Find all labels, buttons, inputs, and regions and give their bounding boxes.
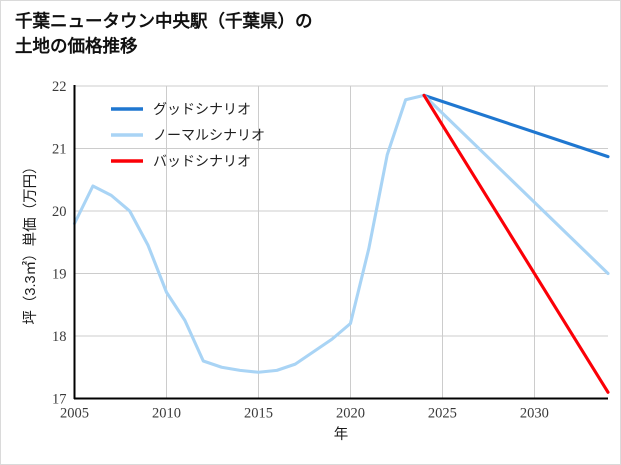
legend-label: ノーマルシナリオ — [153, 127, 265, 143]
x-tick-label: 2005 — [60, 406, 89, 422]
page-title: 千葉ニュータウン中央駅（千葉県）の 土地の価格推移 — [15, 11, 313, 56]
y-tick-label: 19 — [52, 267, 67, 283]
y-tick-label: 22 — [52, 79, 67, 95]
y-tick-label: 20 — [52, 204, 67, 220]
axis-spines — [73, 85, 608, 400]
legend-label: バッドシナリオ — [153, 153, 251, 169]
y-axis-tick-labels: 17 18 19 20 21 22 — [52, 79, 67, 408]
x-tick-label: 2015 — [244, 406, 273, 422]
y-tick-label: 21 — [52, 142, 67, 158]
legend-label: グッドシナリオ — [153, 101, 251, 117]
series-line-normal — [422, 93, 610, 276]
x-tick-label: 2020 — [336, 406, 365, 422]
y-tick-label: 17 — [52, 392, 67, 408]
x-axis-tick-labels: 2005 2010 2015 2020 2025 2030 — [60, 406, 549, 422]
x-tick-label: 2030 — [520, 406, 549, 422]
y-tick-label: 18 — [52, 329, 67, 345]
series-line-normal — [72, 93, 426, 374]
x-tick-label: 2025 — [428, 406, 457, 422]
y-axis-title: 坪（3.3㎡）単価（万円） — [22, 159, 39, 324]
x-tick-label: 2010 — [152, 406, 181, 422]
x-axis-title: 年 — [334, 426, 349, 443]
series-line-bad — [422, 93, 610, 394]
series-line-good — [422, 93, 610, 159]
series-layer — [72, 93, 610, 394]
